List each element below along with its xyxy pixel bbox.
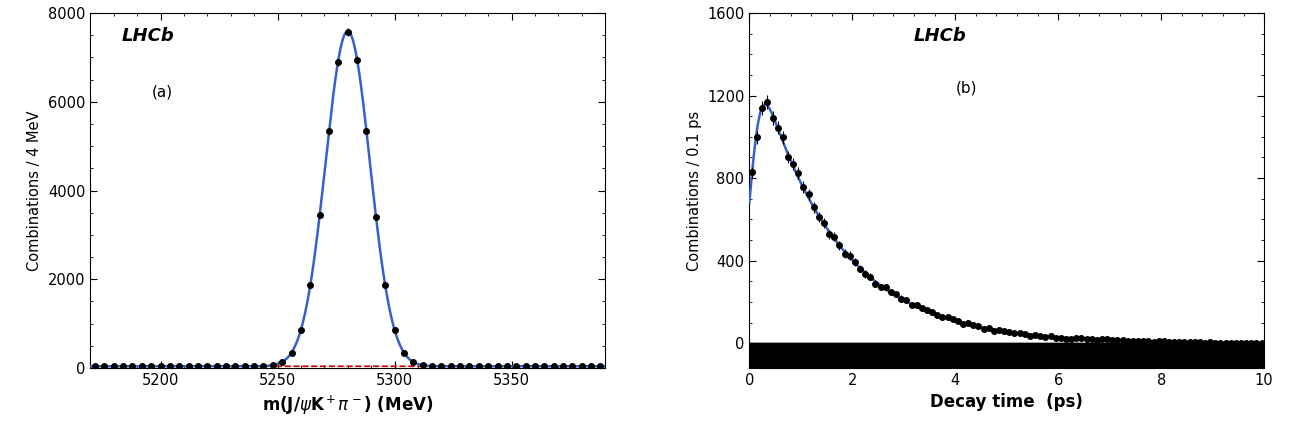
X-axis label: Decay time  (ps): Decay time (ps) bbox=[930, 394, 1084, 411]
Bar bbox=[749, 343, 1264, 368]
Text: (b): (b) bbox=[956, 81, 977, 95]
Text: LHCb: LHCb bbox=[915, 27, 966, 45]
Text: (a): (a) bbox=[152, 84, 173, 99]
Y-axis label: Combinations / 4 MeV: Combinations / 4 MeV bbox=[27, 110, 43, 271]
Text: LHCb: LHCb bbox=[121, 27, 174, 45]
Y-axis label: Combinations / 0.1 ps: Combinations / 0.1 ps bbox=[686, 110, 702, 271]
X-axis label: m(J/$\psi$K$^+$$\pi^-$) (MeV): m(J/$\psi$K$^+$$\pi^-$) (MeV) bbox=[262, 394, 433, 417]
